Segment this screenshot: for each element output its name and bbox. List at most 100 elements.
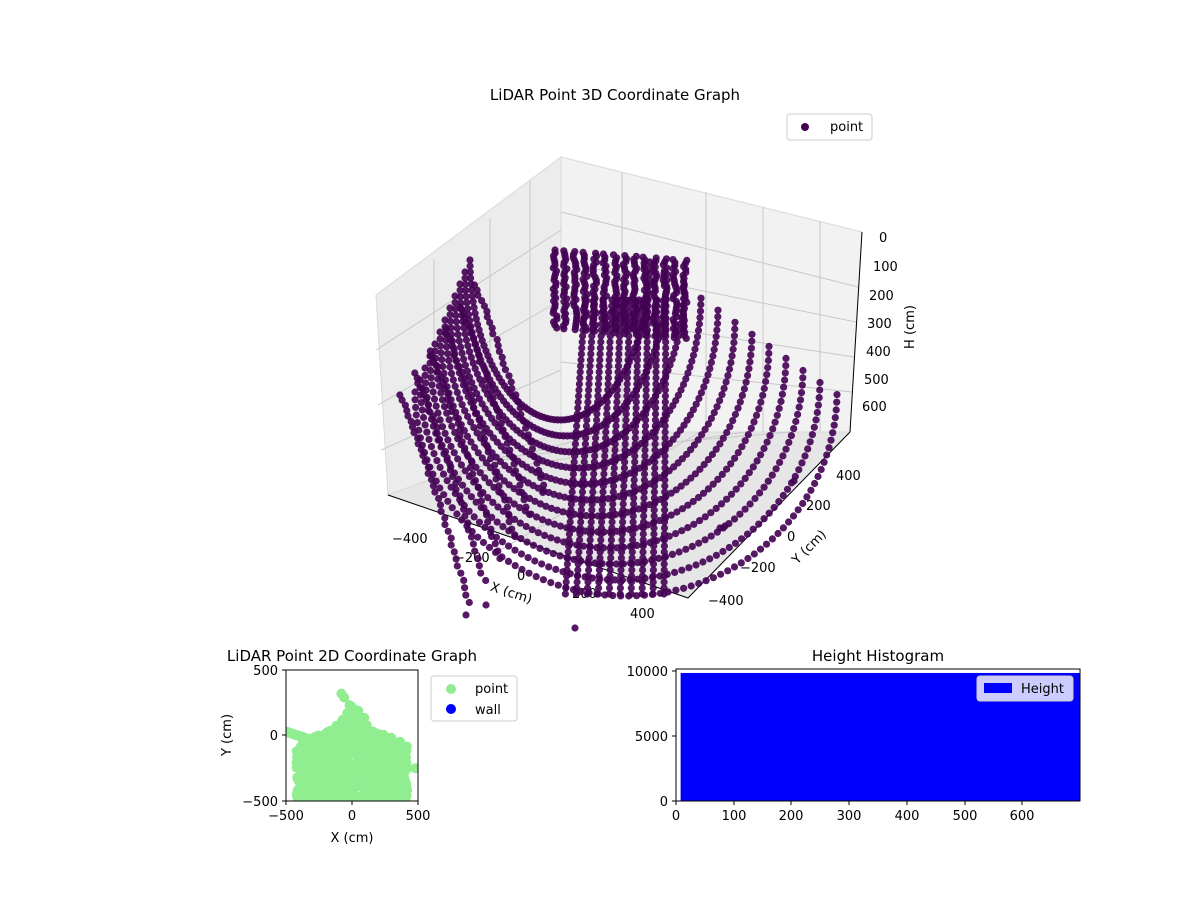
data-point [678,505,687,513]
data-point [325,792,336,801]
data-point [729,345,737,353]
x-tick-label: 400 [895,809,920,824]
data-point [762,377,770,386]
data-point [431,340,439,348]
data-point [333,732,344,743]
y-tick-label: −200 [740,561,776,576]
data-point [661,500,669,508]
data-point [783,485,792,493]
data-point [476,422,484,430]
data-point [727,460,735,468]
data-point [609,506,617,514]
data-point [339,692,350,703]
data-point [582,422,591,430]
data-point [649,578,657,586]
data-point [640,506,648,514]
data-point [468,391,476,399]
data-point [590,296,598,304]
data-point [469,397,478,405]
data-point [474,533,482,541]
data-point [446,363,454,371]
data-point [611,452,619,460]
data-point [599,494,607,502]
data-point [395,736,405,747]
data-point [598,512,606,520]
data-point [590,470,598,478]
data-point [545,563,553,571]
data-point [643,338,651,346]
data-point [749,463,757,471]
data-point [365,795,376,801]
chart-3d-title: LiDAR Point 3D Coordinate Graph [490,86,740,104]
data-point [578,500,586,508]
data-point [727,490,736,498]
data-point [561,590,570,598]
data-point [778,390,787,398]
data-point [463,432,472,440]
data-point [599,296,607,304]
data-point [522,503,530,511]
data-point [599,488,607,496]
data-point [569,470,578,478]
data-point [471,365,479,373]
data-point [587,524,595,532]
data-point [621,440,629,448]
data-point [632,410,640,418]
data-point [378,781,389,792]
data-point [464,342,472,350]
data-point [606,344,614,352]
data-point [460,355,468,363]
data-point [650,542,658,550]
data-point [741,437,749,445]
data-point [429,357,437,365]
data-point [607,314,615,322]
data-point [427,443,435,451]
data-point [470,335,478,343]
data-point [668,550,677,559]
data-point [652,362,660,370]
data-point [482,375,490,383]
data-point [691,345,699,353]
data-point [486,318,494,327]
data-point [433,457,441,465]
data-point [369,737,380,748]
data-point [651,452,659,460]
data-point [639,536,647,544]
data-point [582,428,590,436]
data-point [763,438,771,446]
data-point [641,440,649,448]
data-point [661,464,669,472]
data-point [730,332,739,340]
data-point [344,700,355,711]
data-point [589,476,598,484]
data-point [466,256,474,264]
data-point [340,739,351,750]
data-point [782,354,790,362]
data-point [462,336,470,344]
data-point [307,741,318,752]
data-point [458,481,467,489]
data-point [417,446,425,454]
data-point [620,476,628,484]
data-point [440,491,448,499]
data-point [650,494,659,502]
data-point [714,313,722,321]
data-point [572,428,580,436]
data-point [785,518,793,526]
data-point [471,443,479,452]
data-point [613,386,622,394]
data-point [422,395,430,403]
data-point [603,398,611,406]
data-point [610,464,618,472]
data-point [450,351,458,359]
data-point [662,326,670,334]
data-point [480,302,488,310]
data-point [616,320,624,328]
data-point [785,438,793,446]
data-point [464,526,472,534]
data-point [766,432,774,440]
data-point [586,548,594,556]
data-point [795,466,803,474]
data-point [697,301,705,309]
data-point [619,500,627,508]
